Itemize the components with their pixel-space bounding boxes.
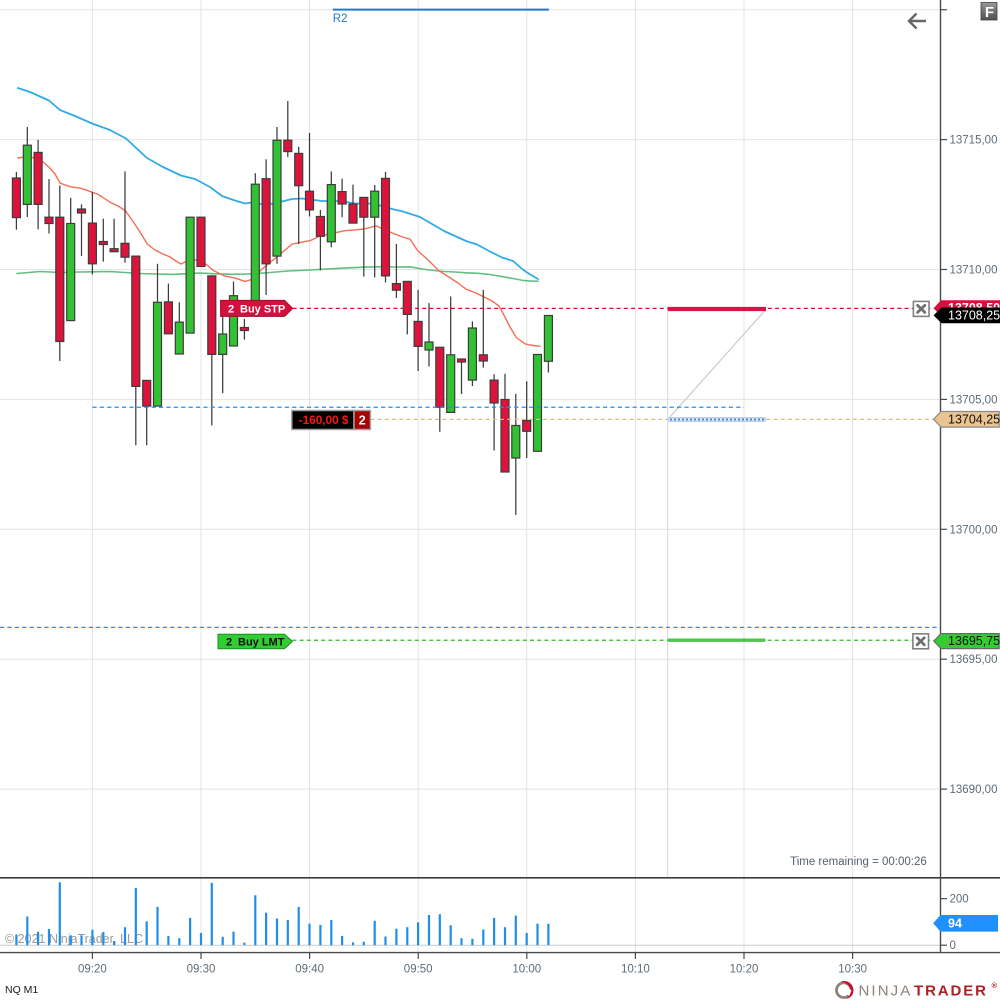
svg-text:10:00: 10:00: [512, 964, 541, 976]
svg-text:09:50: 09:50: [404, 964, 433, 976]
svg-text:2: 2: [226, 636, 232, 648]
svg-text:13690,00: 13690,00: [950, 784, 998, 796]
svg-text:R2: R2: [333, 13, 348, 25]
svg-text:Buy LMT: Buy LMT: [238, 636, 285, 648]
svg-text:F: F: [985, 4, 994, 21]
svg-text:10:20: 10:20: [730, 964, 759, 976]
svg-text:09:20: 09:20: [78, 964, 107, 976]
svg-text:© 2021 NinjaTrader, LLC: © 2021 NinjaTrader, LLC: [5, 932, 143, 946]
svg-text:®: ®: [992, 981, 998, 990]
svg-text:13705,00: 13705,00: [950, 394, 998, 406]
svg-text:200: 200: [950, 894, 969, 906]
svg-text:2: 2: [359, 414, 366, 428]
svg-text:10:10: 10:10: [621, 964, 650, 976]
svg-text:94: 94: [948, 917, 962, 931]
svg-text:13715,00: 13715,00: [950, 135, 998, 147]
svg-text:Time remaining = 00:00:26: Time remaining = 00:00:26: [790, 856, 927, 868]
svg-text:TRADER: TRADER: [914, 982, 988, 999]
svg-text:13695,00: 13695,00: [950, 654, 998, 666]
svg-text:Buy STP: Buy STP: [240, 303, 285, 315]
svg-text:13695,75: 13695,75: [948, 634, 1000, 648]
svg-text:10:30: 10:30: [838, 964, 867, 976]
svg-text:NINJA: NINJA: [859, 982, 913, 999]
svg-text:13710,00: 13710,00: [950, 265, 998, 277]
svg-text:-160,00 $: -160,00 $: [299, 413, 349, 427]
svg-text:13704,25: 13704,25: [948, 413, 1000, 427]
svg-text:13700,00: 13700,00: [950, 524, 998, 536]
svg-text:NQ M1: NQ M1: [5, 984, 38, 996]
svg-text:13708,25: 13708,25: [948, 309, 1000, 323]
svg-text:2: 2: [228, 303, 234, 315]
svg-text:09:40: 09:40: [295, 964, 324, 976]
svg-text:09:30: 09:30: [187, 964, 216, 976]
svg-text:0: 0: [950, 940, 956, 952]
